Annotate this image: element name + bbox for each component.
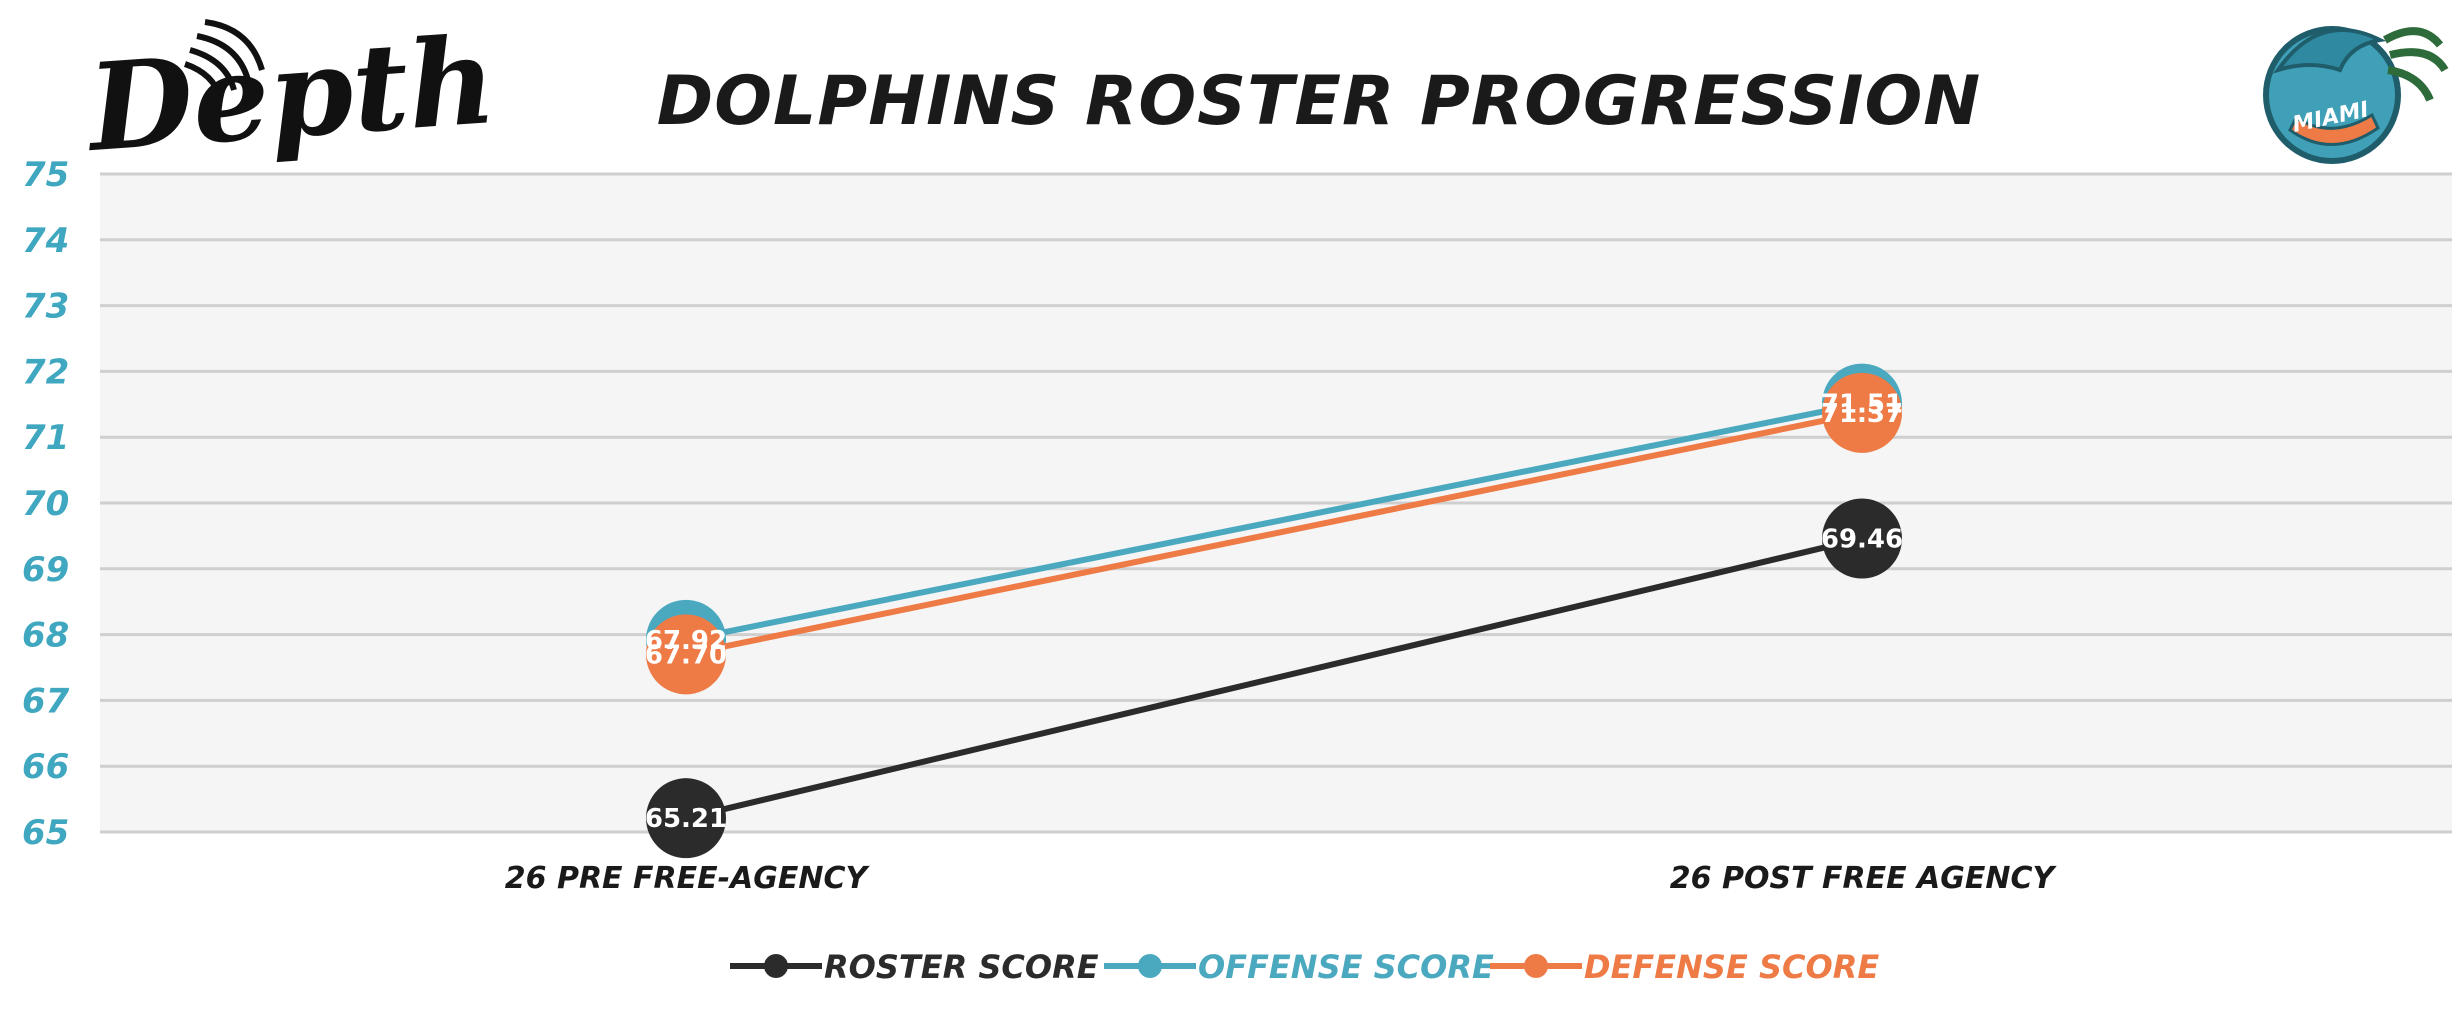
legend-label: OFFENSE SCORE: [1198, 948, 1494, 986]
y-tick-label: 73: [22, 287, 69, 327]
data-point: [646, 778, 726, 859]
data-point: [646, 614, 726, 695]
data-label: 71.51: [1821, 390, 1903, 420]
data-label: 69.46: [1821, 525, 1903, 555]
data-point: [1822, 372, 1902, 453]
x-tick-label: 26 PRE FREE-AGENCY: [505, 861, 871, 896]
series-line: [683, 400, 1865, 643]
y-tick-label: 66: [22, 747, 69, 787]
legend-marker: [1524, 954, 1548, 978]
x-tick-label: 26 POST FREE AGENCY: [1670, 861, 2058, 896]
y-tick-label: 69: [22, 550, 69, 590]
dolphin-badge-logo: MIAMI: [2263, 26, 2449, 164]
y-tick-label: 70: [22, 484, 69, 524]
series-roster-score: [646, 498, 1902, 859]
y-tick-label: 71: [22, 418, 69, 458]
series-defense-score: [646, 372, 1902, 695]
y-tick-label: 75: [22, 155, 69, 195]
legend-marker: [1138, 954, 1162, 978]
x-axis-ticks: 26 PRE FREE-AGENCY 26 POST FREE AGENCY: [505, 861, 2058, 896]
data-label: 67.70: [645, 640, 727, 670]
y-tick-label: 74: [22, 221, 69, 261]
data-point: [1822, 498, 1902, 579]
depth-logo-text: Depth: [81, 10, 500, 179]
legend-item: ROSTER SCORE: [730, 948, 1099, 986]
data-label: 67.92: [645, 626, 727, 656]
legend-item: OFFENSE SCORE: [1104, 948, 1494, 986]
data-label: 71.37: [1821, 399, 1903, 429]
depth-logo: Depth: [81, 10, 500, 179]
series-layer: 65.21 69.46 67.92 71.51 67.70 71.37: [645, 363, 1903, 859]
y-tick-label: 65: [22, 813, 69, 853]
y-tick-label: 72: [22, 352, 69, 392]
data-label: 65.21: [645, 804, 727, 834]
y-tick-label: 68: [22, 616, 69, 656]
series-line: [683, 535, 1865, 822]
chart-title: DOLPHINS ROSTER PROGRESSION: [657, 62, 1981, 141]
legend: ROSTER SCORE OFFENSE SCORE DEFENSE SCORE: [730, 948, 1879, 986]
legend-item: DEFENSE SCORE: [1490, 948, 1879, 986]
legend-marker: [764, 954, 788, 978]
y-tick-label: 67: [22, 681, 70, 721]
series-line: [683, 409, 1865, 658]
depth-logo-stripes: [183, 19, 265, 99]
legend-label: ROSTER SCORE: [824, 948, 1099, 986]
y-axis-ticks: 65 66 67 68 69 70 71 72 73 74 75: [22, 155, 70, 853]
legend-label: DEFENSE SCORE: [1584, 948, 1879, 986]
grid-layer: [100, 172, 2452, 834]
